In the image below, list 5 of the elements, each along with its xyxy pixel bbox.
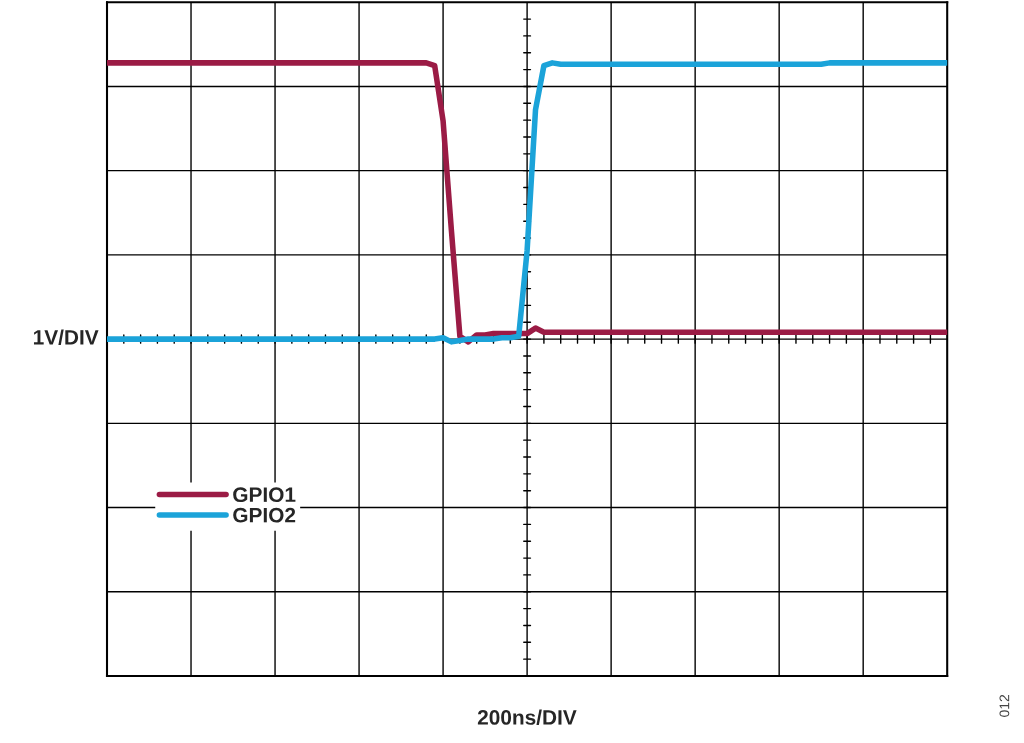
text: 012	[999, 694, 1010, 717]
y-axis-title: 1V/DIV	[33, 329, 99, 345]
legend-label: GPIO1	[233, 487, 296, 503]
legend-label: GPIO2	[233, 507, 296, 523]
text: 200ns/DIV	[477, 709, 577, 726]
